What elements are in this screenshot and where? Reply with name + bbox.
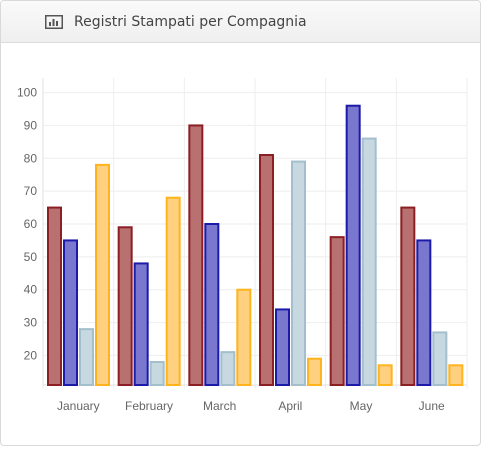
bar-1-january: [47, 206, 62, 386]
x-tick-label: May: [350, 399, 373, 413]
bar-2-february: [133, 262, 149, 386]
bar-1-june: [400, 206, 416, 386]
x-tick-label: June: [419, 399, 445, 413]
bar-2-april: [275, 308, 290, 386]
bar-chart-svg: 20 30 40 50 60 70 80 90 100 January February March A…: [17, 78, 468, 413]
bar-1-february: [117, 226, 133, 386]
bar-2-march: [204, 223, 220, 386]
y-tick-label: 50: [24, 250, 38, 264]
y-tick-label: 20: [24, 348, 38, 362]
bar-3-may: [361, 137, 377, 386]
bar-4-february: [165, 196, 181, 386]
bar-chart: 20 30 40 50 60 70 80 90 100 January February March A…: [1, 44, 480, 445]
bar-1-april: [259, 154, 274, 386]
bar-chart-icon: [45, 14, 63, 29]
bar-4-april: [307, 357, 322, 387]
bar-2-january: [63, 239, 78, 386]
bar-3-february: [149, 361, 165, 386]
y-tick-label: 90: [24, 118, 38, 132]
x-tick-label: March: [203, 399, 236, 413]
bar-4-january: [95, 163, 110, 386]
y-tick-label: 40: [24, 283, 38, 297]
bar-2-may: [345, 104, 361, 386]
y-tick-label: 100: [17, 86, 37, 100]
bar-1-march: [188, 124, 204, 387]
x-tick-label: January: [57, 399, 100, 413]
panel-header: Registri Stampati per Compagnia: [1, 1, 480, 43]
panel-title: Registri Stampati per Compagnia: [74, 13, 307, 30]
bar-4-june: [448, 364, 464, 386]
x-tick-label: February: [125, 399, 173, 413]
y-tick-label: 70: [24, 184, 38, 198]
bar-4-may: [377, 364, 393, 386]
y-tick-label: 60: [24, 217, 38, 231]
bar-4-march: [236, 288, 252, 386]
bar-2-june: [416, 239, 432, 386]
x-tick-label: April: [278, 399, 302, 413]
bar-3-april: [291, 160, 306, 386]
y-tick-label: 30: [24, 316, 38, 330]
bar-1-may: [329, 236, 345, 386]
bar-3-january: [79, 328, 94, 386]
bar-3-june: [432, 331, 448, 386]
bar-3-march: [220, 351, 236, 386]
y-tick-label: 80: [24, 151, 38, 165]
